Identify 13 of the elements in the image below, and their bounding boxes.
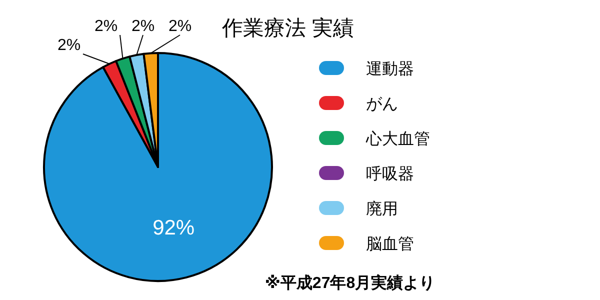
data-label: 2%: [57, 37, 81, 54]
legend-label: がん: [366, 96, 398, 113]
text: ※平成27年8月実績より: [264, 273, 436, 292]
data-label: 2%: [131, 18, 155, 35]
legend-label: 廃用: [366, 200, 398, 218]
data-label: 92%: [152, 216, 195, 240]
data-label: 2%: [94, 18, 118, 35]
legend-label: 心大血管: [365, 130, 430, 148]
data-label: 2%: [168, 18, 192, 35]
legend-label: 運動器: [366, 61, 414, 78]
legend-label: 呼吸器: [366, 165, 414, 183]
chart-title: 作業療法 実績: [221, 17, 354, 40]
legend-label: 脳血管: [366, 236, 414, 253]
